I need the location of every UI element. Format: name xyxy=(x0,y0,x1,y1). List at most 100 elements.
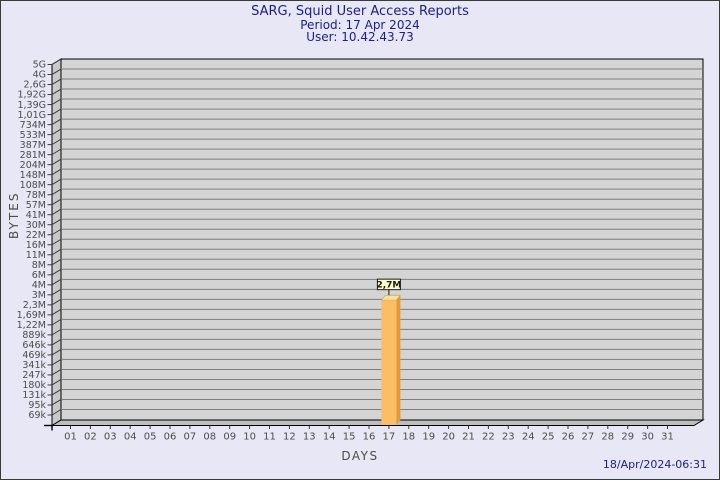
bar-value-box xyxy=(376,278,401,291)
x-tick-label: 18 xyxy=(402,432,415,443)
y-tick-label: 5G xyxy=(33,60,46,71)
y-tick-label: 8M xyxy=(32,260,46,271)
wall-grid-diagonal xyxy=(51,218,62,226)
wall-grid-diagonal xyxy=(51,308,62,316)
chart-period: Period: 17 Apr 2024 xyxy=(300,18,420,32)
y-tick-label: 95k xyxy=(28,400,46,411)
x-tick-label: 14 xyxy=(323,432,336,443)
x-tick-label: 17 xyxy=(383,432,396,443)
x-tick-label: 20 xyxy=(442,432,455,443)
wall-grid-diagonal xyxy=(51,258,62,266)
y-tick-label: 341k xyxy=(22,360,46,371)
chart-user: User: 10.42.43.73 xyxy=(306,30,414,44)
x-tick-label: 30 xyxy=(641,432,654,443)
wall-grid-diagonal xyxy=(51,278,62,286)
y-tick-label: 2,3M xyxy=(23,300,46,311)
x-tick-label: 07 xyxy=(184,432,197,443)
wall-grid-diagonal xyxy=(51,98,62,105)
wall-grid-diagonal xyxy=(51,158,62,166)
wall-grid-diagonal xyxy=(51,128,62,136)
y-axis-title: BYTES xyxy=(7,191,21,239)
y-tick-label: 108M xyxy=(20,180,46,191)
y-tick-label: 889k xyxy=(22,330,46,341)
chart-floor-3d xyxy=(50,419,705,426)
y-tick-label: 78M xyxy=(26,190,46,201)
x-tick-label: 22 xyxy=(482,432,495,443)
x-axis-title: DAYS xyxy=(341,449,379,463)
y-tick-label: 11M xyxy=(26,250,46,261)
wall-grid-diagonal xyxy=(51,148,62,156)
wall-grid-diagonal xyxy=(51,369,62,376)
y-tick-label: 2,6G xyxy=(24,80,46,91)
wall-grid-diagonal xyxy=(51,208,62,216)
x-tick-label: 02 xyxy=(84,432,97,443)
y-tick-label: 281M xyxy=(20,150,46,161)
x-tick-label: 27 xyxy=(582,432,595,443)
y-tick-label: 734M xyxy=(20,120,46,131)
wall-grid-diagonal xyxy=(51,198,62,206)
x-tick-label: 31 xyxy=(661,432,674,443)
wall-grid-diagonal xyxy=(51,138,62,146)
x-tick-label: 08 xyxy=(203,432,216,443)
y-tick-label: 57M xyxy=(26,200,46,211)
wall-grid-diagonal xyxy=(51,399,62,406)
chart-header: SARG, Squid User Access Reports Period: … xyxy=(1,4,719,44)
bar-side-face xyxy=(396,295,401,425)
y-tick-label: 148M xyxy=(20,170,46,181)
y-tick-label: 6M xyxy=(32,270,46,281)
y-tick-label: 4M xyxy=(32,280,46,291)
wall-grid-diagonal xyxy=(51,238,62,246)
wall-grid-diagonal xyxy=(51,118,62,126)
y-tick-label: 69k xyxy=(28,410,46,421)
wall-grid-diagonal xyxy=(51,379,62,386)
y-tick-label: 1,39G xyxy=(17,100,46,111)
x-tick-label: 11 xyxy=(263,432,276,443)
y-tick-label: 16M xyxy=(26,240,46,251)
y-tick-label: 204M xyxy=(20,160,46,171)
wall-grid-diagonal xyxy=(51,338,62,346)
x-tick-label: 19 xyxy=(422,432,435,443)
x-tick-label: 21 xyxy=(462,432,475,443)
x-tick-label: 24 xyxy=(522,432,535,443)
x-tick-label: 10 xyxy=(243,432,256,443)
generation-timestamp: 18/Apr/2024-06:31 xyxy=(602,458,707,471)
y-tick-label: 646k xyxy=(22,340,46,351)
wall-grid-diagonal xyxy=(51,348,62,356)
y-tick-label: 533M xyxy=(20,130,46,141)
y-tick-label: 4G xyxy=(33,70,46,81)
wall-grid-diagonal xyxy=(51,268,62,276)
x-tick-label: 29 xyxy=(621,432,634,443)
y-tick-label: 22M xyxy=(26,230,46,241)
chart-title: SARG, Squid User Access Reports xyxy=(251,4,469,19)
x-tick-label: 13 xyxy=(303,432,316,443)
y-tick-label: 41M xyxy=(26,210,46,221)
y-tick-label: 469k xyxy=(22,350,46,361)
x-tick-label: 09 xyxy=(223,432,236,443)
wall-grid-diagonal xyxy=(51,68,62,75)
y-tick-label: 1,01G xyxy=(17,110,46,121)
wall-grid-diagonal xyxy=(51,389,62,396)
wall-grid-diagonal xyxy=(51,409,62,416)
x-tick-label: 03 xyxy=(104,432,117,443)
x-tick-label: 25 xyxy=(542,432,555,443)
wall-grid-diagonal xyxy=(51,88,62,95)
x-tick-label: 26 xyxy=(562,432,575,443)
wall-grid-diagonal xyxy=(51,359,62,366)
wall-grid-diagonal xyxy=(51,108,62,115)
wall-grid-diagonal xyxy=(51,328,62,336)
y-tick-label: 247k xyxy=(22,370,46,381)
bar-value-label: 2,7M xyxy=(376,280,401,290)
wall-grid-diagonal xyxy=(51,248,62,256)
x-tick-label: 01 xyxy=(64,432,77,443)
wall-grid-diagonal xyxy=(51,288,62,296)
wall-grid-diagonal xyxy=(51,228,62,236)
y-tick-label: 180k xyxy=(22,380,46,391)
y-tick-label: 1,92G xyxy=(17,90,46,101)
x-tick-label: 04 xyxy=(124,432,137,443)
wall-grid-diagonal xyxy=(51,168,62,176)
x-tick-label: 05 xyxy=(144,432,157,443)
y-tick-label: 1,22M xyxy=(17,320,46,331)
y-tick-label: 30M xyxy=(26,220,46,231)
